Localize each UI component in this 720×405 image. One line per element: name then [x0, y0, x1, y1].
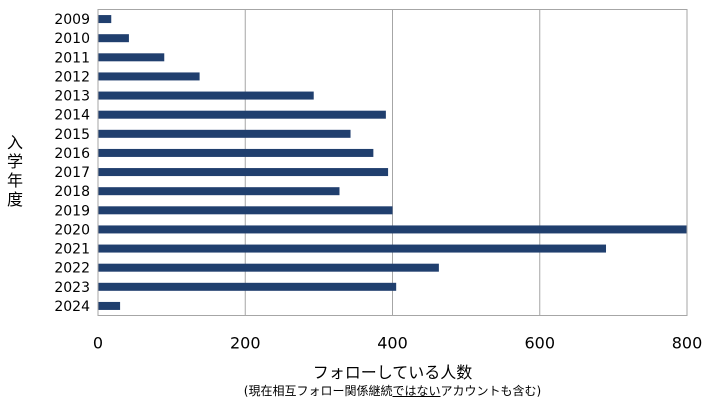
- x-tick-0: 0: [93, 334, 103, 353]
- x-axis-note: (現在相互フォロー関係継続ではないアカウントも含む): [98, 382, 687, 399]
- x-tick-200: 200: [230, 334, 261, 353]
- bar-2013: [98, 91, 314, 100]
- bar-2010: [98, 34, 129, 43]
- y-tick-2020: 2020: [54, 222, 90, 238]
- bar-2014: [98, 110, 386, 119]
- bar-2017: [98, 168, 389, 177]
- y-tick-2017: 2017: [54, 165, 90, 181]
- y-tick-2013: 2013: [54, 89, 90, 105]
- note-emphasis: ではない: [392, 384, 441, 398]
- bar-2023: [98, 282, 397, 291]
- y-tick-2010: 2010: [54, 31, 90, 47]
- y-tick-2016: 2016: [54, 146, 90, 162]
- bar-2016: [98, 148, 374, 157]
- x-tick-400: 400: [377, 334, 408, 353]
- bar-2020: [98, 225, 687, 234]
- x-tick-600: 600: [524, 334, 555, 353]
- y-tick-2021: 2021: [54, 242, 90, 258]
- bar-2015: [98, 129, 351, 138]
- y-tick-labels: 2009 2010 2011 2012 2013 2014 2015 2016 2017 2018…: [54, 12, 90, 315]
- bar-2009: [98, 15, 112, 24]
- x-tick-labels: 0 200 400 600 800: [93, 334, 702, 353]
- y-tick-2014: 2014: [54, 108, 90, 124]
- bar-2022: [98, 263, 439, 272]
- y-tick-2015: 2015: [54, 127, 90, 143]
- y-tick-2024: 2024: [54, 299, 90, 315]
- x-axis-label: フォローしている人数: [312, 363, 473, 382]
- y-tick-2012: 2012: [54, 69, 90, 85]
- y-tick-2009: 2009: [54, 12, 90, 28]
- y-tick-2019: 2019: [54, 203, 90, 219]
- bar-2019: [98, 206, 393, 215]
- x-tick-800: 800: [672, 334, 703, 353]
- y-tick-2011: 2011: [54, 50, 90, 66]
- bar-2012: [98, 72, 200, 81]
- y-tick-2023: 2023: [54, 280, 90, 296]
- plot-area-frame: [97, 9, 688, 316]
- note-suffix: アカウントも含む): [440, 384, 542, 398]
- y-axis-label: 入学年度: [6, 133, 23, 209]
- bars: [98, 15, 687, 310]
- bar-2011: [98, 53, 165, 62]
- note-prefix: (現在相互フォロー関係継続: [243, 384, 393, 398]
- y-tick-2022: 2022: [54, 261, 90, 277]
- bar-2024: [98, 301, 121, 310]
- y-tick-2018: 2018: [54, 184, 90, 200]
- bar-2021: [98, 244, 607, 253]
- bar-2018: [98, 187, 340, 196]
